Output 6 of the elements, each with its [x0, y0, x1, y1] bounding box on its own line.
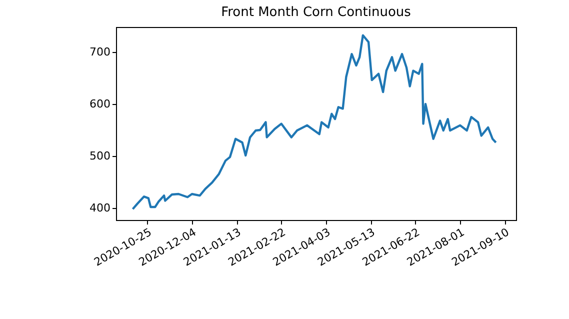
- y-tick-label: 700: [90, 45, 110, 58]
- y-tick-label: 400: [90, 202, 110, 215]
- y-tick-label: 500: [90, 150, 110, 163]
- chart-title: Front Month Corn Continuous: [221, 5, 412, 20]
- y-tick-label: 600: [90, 97, 110, 110]
- line-series: [132, 34, 497, 210]
